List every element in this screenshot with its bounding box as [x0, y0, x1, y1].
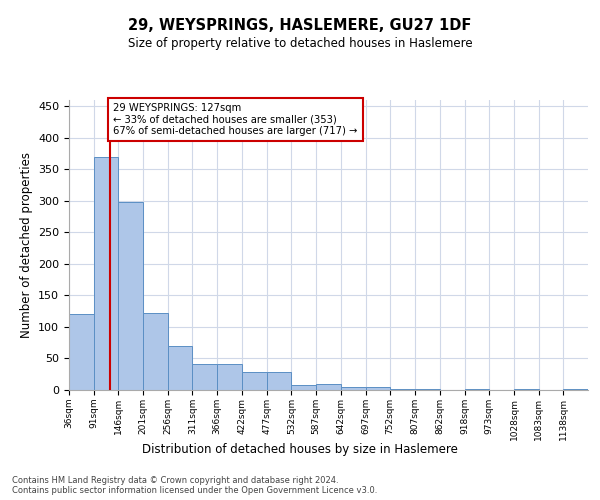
- Bar: [217, 364, 242, 390]
- Text: Distribution of detached houses by size in Haslemere: Distribution of detached houses by size …: [142, 442, 458, 456]
- Bar: [118, 202, 143, 390]
- Bar: [415, 388, 440, 390]
- Text: 29 WEYSPRINGS: 127sqm
← 33% of detached houses are smaller (353)
67% of semi-det: 29 WEYSPRINGS: 127sqm ← 33% of detached …: [113, 103, 358, 136]
- Bar: [292, 385, 316, 390]
- Bar: [563, 388, 588, 390]
- Bar: [193, 364, 217, 390]
- Bar: [464, 388, 490, 390]
- Bar: [69, 314, 94, 390]
- Bar: [167, 346, 193, 390]
- Bar: [94, 156, 118, 390]
- Text: Contains HM Land Registry data © Crown copyright and database right 2024.
Contai: Contains HM Land Registry data © Crown c…: [12, 476, 377, 495]
- Text: 29, WEYSPRINGS, HASLEMERE, GU27 1DF: 29, WEYSPRINGS, HASLEMERE, GU27 1DF: [128, 18, 472, 32]
- Text: Size of property relative to detached houses in Haslemere: Size of property relative to detached ho…: [128, 38, 472, 51]
- Y-axis label: Number of detached properties: Number of detached properties: [20, 152, 32, 338]
- Bar: [316, 384, 341, 390]
- Bar: [267, 372, 292, 390]
- Bar: [365, 387, 390, 390]
- Bar: [242, 372, 267, 390]
- Bar: [143, 313, 167, 390]
- Bar: [390, 388, 415, 390]
- Bar: [514, 388, 539, 390]
- Bar: [341, 387, 365, 390]
